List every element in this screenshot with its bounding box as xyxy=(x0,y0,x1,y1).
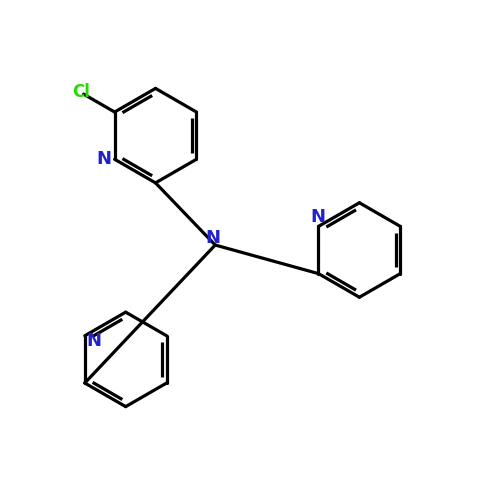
Text: N: N xyxy=(96,150,111,168)
Text: N: N xyxy=(205,228,220,246)
Text: N: N xyxy=(310,208,325,226)
Text: N: N xyxy=(86,332,101,349)
Text: Cl: Cl xyxy=(72,82,90,100)
